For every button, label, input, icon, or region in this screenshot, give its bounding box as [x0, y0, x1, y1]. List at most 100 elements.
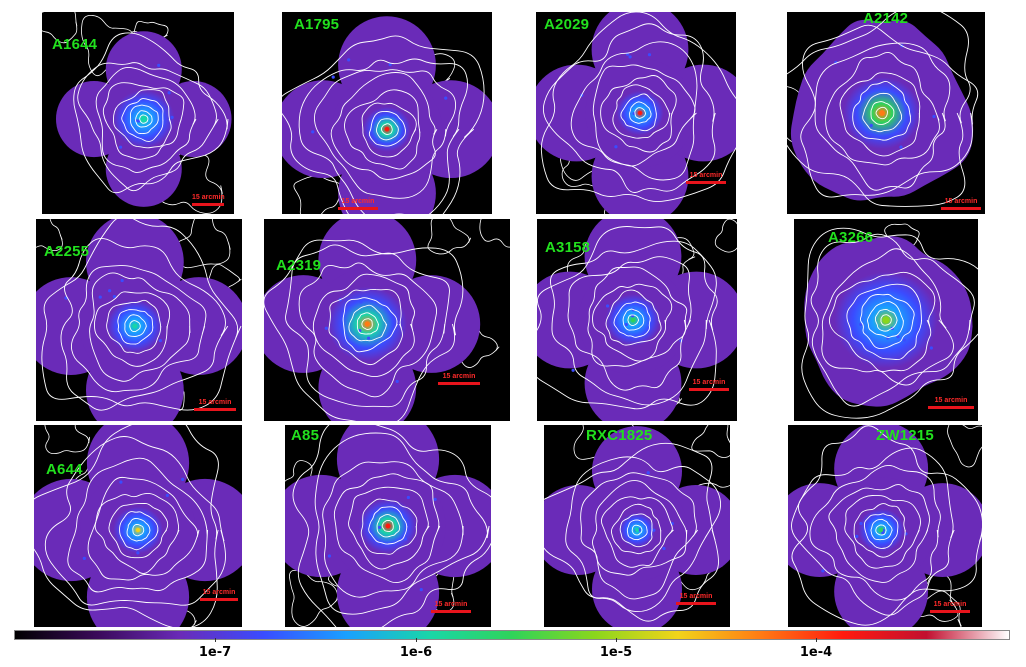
- contour-line: [348, 304, 388, 342]
- contour-line: [174, 219, 231, 269]
- point-source: [902, 338, 907, 342]
- contour-line: [348, 486, 430, 570]
- cluster-image-a1795: [282, 12, 492, 214]
- cluster-label: A3158: [545, 239, 591, 256]
- contour-line: [368, 111, 406, 147]
- scale-bar-label: 15 arcmin: [192, 194, 225, 201]
- contour-line: [73, 32, 229, 194]
- point-source: [98, 295, 102, 299]
- scale-bar-label: 15 arcmin: [341, 198, 375, 205]
- point-source: [929, 346, 933, 350]
- cluster-label: A644: [46, 461, 83, 478]
- contour-line: [567, 256, 692, 391]
- cluster-panel-a2319: A2319 15 arcmin: [264, 219, 510, 421]
- point-source: [899, 145, 903, 149]
- contour-line: [592, 480, 688, 576]
- contour-line: [791, 425, 982, 626]
- point-source: [433, 497, 437, 501]
- contour-line: [867, 300, 904, 338]
- scale-bar: 15 arcmin: [431, 601, 471, 613]
- contour-line: [537, 226, 718, 410]
- contour-line: [94, 291, 171, 367]
- contour-line: [626, 519, 648, 541]
- point-source: [662, 546, 666, 551]
- contour-line: [264, 239, 464, 421]
- point-source: [119, 480, 123, 484]
- contour-line: [381, 519, 394, 532]
- scale-bar: 15 arcmin: [438, 373, 480, 385]
- contour-line: [542, 23, 716, 193]
- contour-line: [298, 58, 468, 214]
- contour-line: [540, 12, 736, 202]
- point-source: [359, 300, 363, 304]
- point-source: [859, 521, 863, 526]
- contour-line: [549, 240, 717, 406]
- contour-line: [544, 442, 719, 622]
- scale-bar-label: 15 arcmin: [434, 601, 468, 608]
- emission-peak: [635, 528, 639, 533]
- cluster-image-zw1215: [788, 425, 982, 627]
- emission-peak: [136, 528, 140, 533]
- point-source: [120, 278, 124, 283]
- cluster-panel-a2142: A2142 15 arcmin: [787, 12, 985, 214]
- contour-line: [587, 266, 688, 367]
- contour-line: [381, 123, 393, 135]
- contour-line: [87, 476, 200, 581]
- contour-line: [570, 41, 698, 181]
- scale-bar-label: 15 arcmin: [689, 172, 723, 179]
- cluster-image-a2255: [36, 219, 242, 421]
- point-source: [170, 115, 174, 119]
- cluster-image-a2319: [264, 219, 510, 421]
- contour-line: [292, 425, 491, 627]
- scale-bar-label: 15 arcmin: [442, 373, 476, 380]
- point-source: [419, 588, 423, 592]
- contour-line: [95, 67, 197, 173]
- colorbar-tick-label: 1e-7: [198, 645, 232, 660]
- contour-line: [328, 289, 403, 366]
- point-source: [388, 62, 392, 67]
- cluster-image-a2142: [787, 12, 985, 214]
- point-source: [120, 527, 124, 531]
- cluster-label: A3266: [828, 229, 874, 246]
- point-source: [571, 368, 575, 372]
- contour-line: [42, 12, 78, 44]
- contour-line: [376, 118, 399, 141]
- point-source: [181, 477, 185, 481]
- point-source: [118, 145, 123, 149]
- contour-line: [356, 312, 380, 335]
- scale-bar-label: 15 arcmin: [934, 397, 968, 404]
- contour-line: [622, 308, 645, 331]
- contour-line: [285, 244, 450, 408]
- contour-line: [800, 24, 979, 198]
- cluster-label: A85: [291, 427, 320, 444]
- colorbar-tick-label: 1e-6: [399, 645, 433, 660]
- cluster-image-a3158: [537, 219, 737, 421]
- point-source: [82, 556, 86, 560]
- point-source: [108, 289, 112, 293]
- cluster-panel-a2029: A2029 15 arcmin: [536, 12, 736, 214]
- contour-line: [870, 101, 895, 125]
- cluster-panel-zw1215: ZW1215 15 arcmin: [788, 425, 982, 627]
- contour-line: [844, 494, 921, 569]
- colorbar-tick: [816, 638, 817, 642]
- emission-peak: [882, 316, 890, 324]
- contour-line: [801, 227, 978, 419]
- scale-bar: 15 arcmin: [941, 198, 981, 210]
- point-source: [112, 295, 116, 299]
- point-source: [647, 53, 652, 57]
- contour-line: [298, 262, 438, 398]
- contour-line: [289, 569, 340, 627]
- scale-bar: 15 arcmin: [928, 397, 974, 409]
- colorbar-tick: [416, 638, 417, 642]
- point-source: [896, 335, 900, 339]
- emission-peak: [385, 523, 391, 529]
- contour-line: [787, 12, 971, 207]
- point-source: [327, 554, 332, 558]
- point-source: [167, 91, 171, 95]
- colorbar-tick: [616, 638, 617, 642]
- scale-bar: 15 arcmin: [194, 399, 236, 411]
- contour-line: [124, 314, 147, 337]
- point-source: [614, 145, 618, 149]
- scale-bar: 15 arcmin: [200, 589, 238, 601]
